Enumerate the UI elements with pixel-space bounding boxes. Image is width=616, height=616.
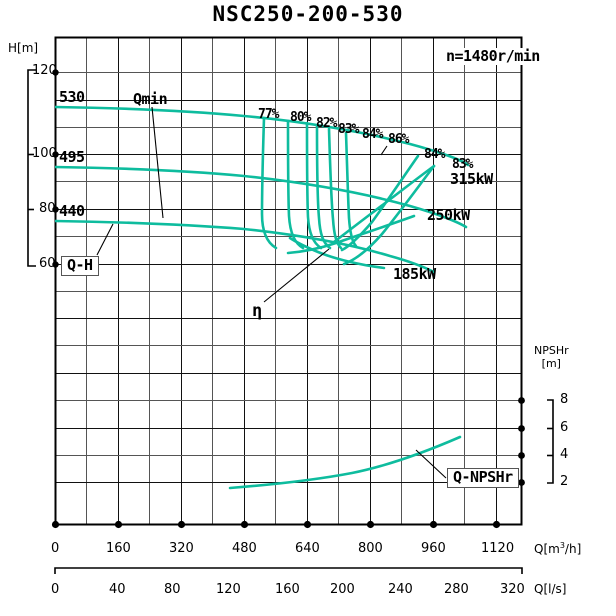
x-tick-secondary-80: 80 — [164, 582, 181, 597]
efficiency-isoline-83-right — [342, 164, 436, 266]
x-tick-secondary-240: 240 — [388, 582, 413, 597]
x-tick-secondary-280: 280 — [444, 582, 469, 597]
x-axis-caption-secondary: Q[l/s] — [534, 582, 567, 596]
power-label-250kw: 250kW — [427, 206, 470, 224]
impeller-label-495: 495 — [59, 148, 85, 166]
x-caption-primary-head: Q[m — [534, 542, 560, 556]
efficiency-isoline-83 — [315, 124, 332, 250]
head-curve-495 — [55, 165, 468, 229]
efficiency-label-77: 77% — [258, 107, 280, 122]
speed-note: n=1480r/min — [443, 48, 543, 65]
x-tick-secondary-0: 0 — [51, 582, 60, 597]
x-axis-tick-dots — [51, 520, 501, 529]
power-line-315kw — [332, 164, 436, 244]
x-tick-primary-1120: 1120 — [481, 541, 515, 556]
x-axis-caption-primary: Q[m3/h] — [534, 541, 582, 556]
impeller-label-440: 440 — [59, 202, 85, 220]
x-tick-primary-160: 160 — [106, 541, 131, 556]
efficiency-isoline-82 — [305, 121, 323, 250]
x-tick-secondary-200: 200 — [330, 582, 355, 597]
y-axis-bracket — [27, 69, 36, 267]
x-tick-secondary-40: 40 — [109, 582, 126, 597]
head-curve-440 — [55, 219, 436, 274]
head-curve-530 — [55, 105, 470, 167]
x-caption-primary-tail: /h] — [564, 542, 582, 556]
npshr-tick-4: 4 — [560, 447, 569, 462]
efficiency-isoline-84-right — [340, 154, 420, 252]
x-tick-primary-480: 480 — [232, 541, 257, 556]
efficiency-label-83-right: 83% — [452, 157, 474, 172]
eta-label: η — [252, 301, 263, 321]
page-title: NSC250-200-530 — [212, 2, 404, 26]
x-tick-primary-640: 640 — [295, 541, 320, 556]
y-axis-tick-60: 60 — [39, 256, 56, 271]
efficiency-label-86: 86% — [388, 132, 410, 147]
npshr-axis-tick-dots — [518, 397, 525, 486]
plot-frame — [54, 36, 523, 526]
efficiency-label-83: 83% — [338, 122, 360, 137]
npshr-caption-line2: [m] — [541, 356, 561, 370]
y-axis-tick-80: 80 — [39, 201, 56, 216]
efficiency-label-84-right: 84% — [424, 147, 446, 162]
y-axis-tick-100: 100 — [32, 146, 57, 161]
npshr-axis-bracket — [547, 399, 554, 484]
impeller-label-530: 530 — [59, 88, 85, 106]
efficiency-isoline-86 — [344, 131, 358, 248]
grid-lines — [55, 37, 522, 525]
x-tick-secondary-120: 120 — [216, 582, 241, 597]
npshr-tick-2: 2 — [560, 474, 569, 489]
y-axis-tick-120: 120 — [32, 63, 57, 78]
efficiency-isoline-77 — [260, 116, 278, 250]
x-tick-primary-800: 800 — [358, 541, 383, 556]
efficiency-label-80: 80% — [290, 110, 312, 125]
npshr-tick-6: 6 — [560, 420, 569, 435]
x-tick-secondary-320: 320 — [500, 582, 525, 597]
secondary-x-axis-line — [54, 567, 523, 574]
power-label-315kw: 315kW — [450, 170, 493, 188]
y-axis-tick-dots — [52, 69, 59, 268]
npshr-tick-8: 8 — [560, 392, 569, 407]
npshr-caption-line1: NPSHr — [534, 344, 569, 357]
npshr-curve — [228, 435, 462, 490]
power-label-185kw: 185kW — [393, 265, 436, 283]
x-tick-primary-320: 320 — [169, 541, 194, 556]
x-tick-primary-0: 0 — [51, 541, 60, 556]
qmin-label: Qmin — [133, 90, 168, 108]
qnpshr-label[interactable]: Q-NPSHr — [447, 468, 519, 488]
qh-label[interactable]: Q-H — [61, 256, 99, 276]
efficiency-label-82: 82% — [316, 116, 338, 131]
x-tick-primary-960: 960 — [421, 541, 446, 556]
x-caption-primary-sup: 3 — [559, 541, 565, 550]
x-tick-secondary-160: 160 — [275, 582, 300, 597]
y-axis-caption: H[m] — [8, 41, 39, 55]
efficiency-label-84-left: 84% — [362, 127, 384, 142]
